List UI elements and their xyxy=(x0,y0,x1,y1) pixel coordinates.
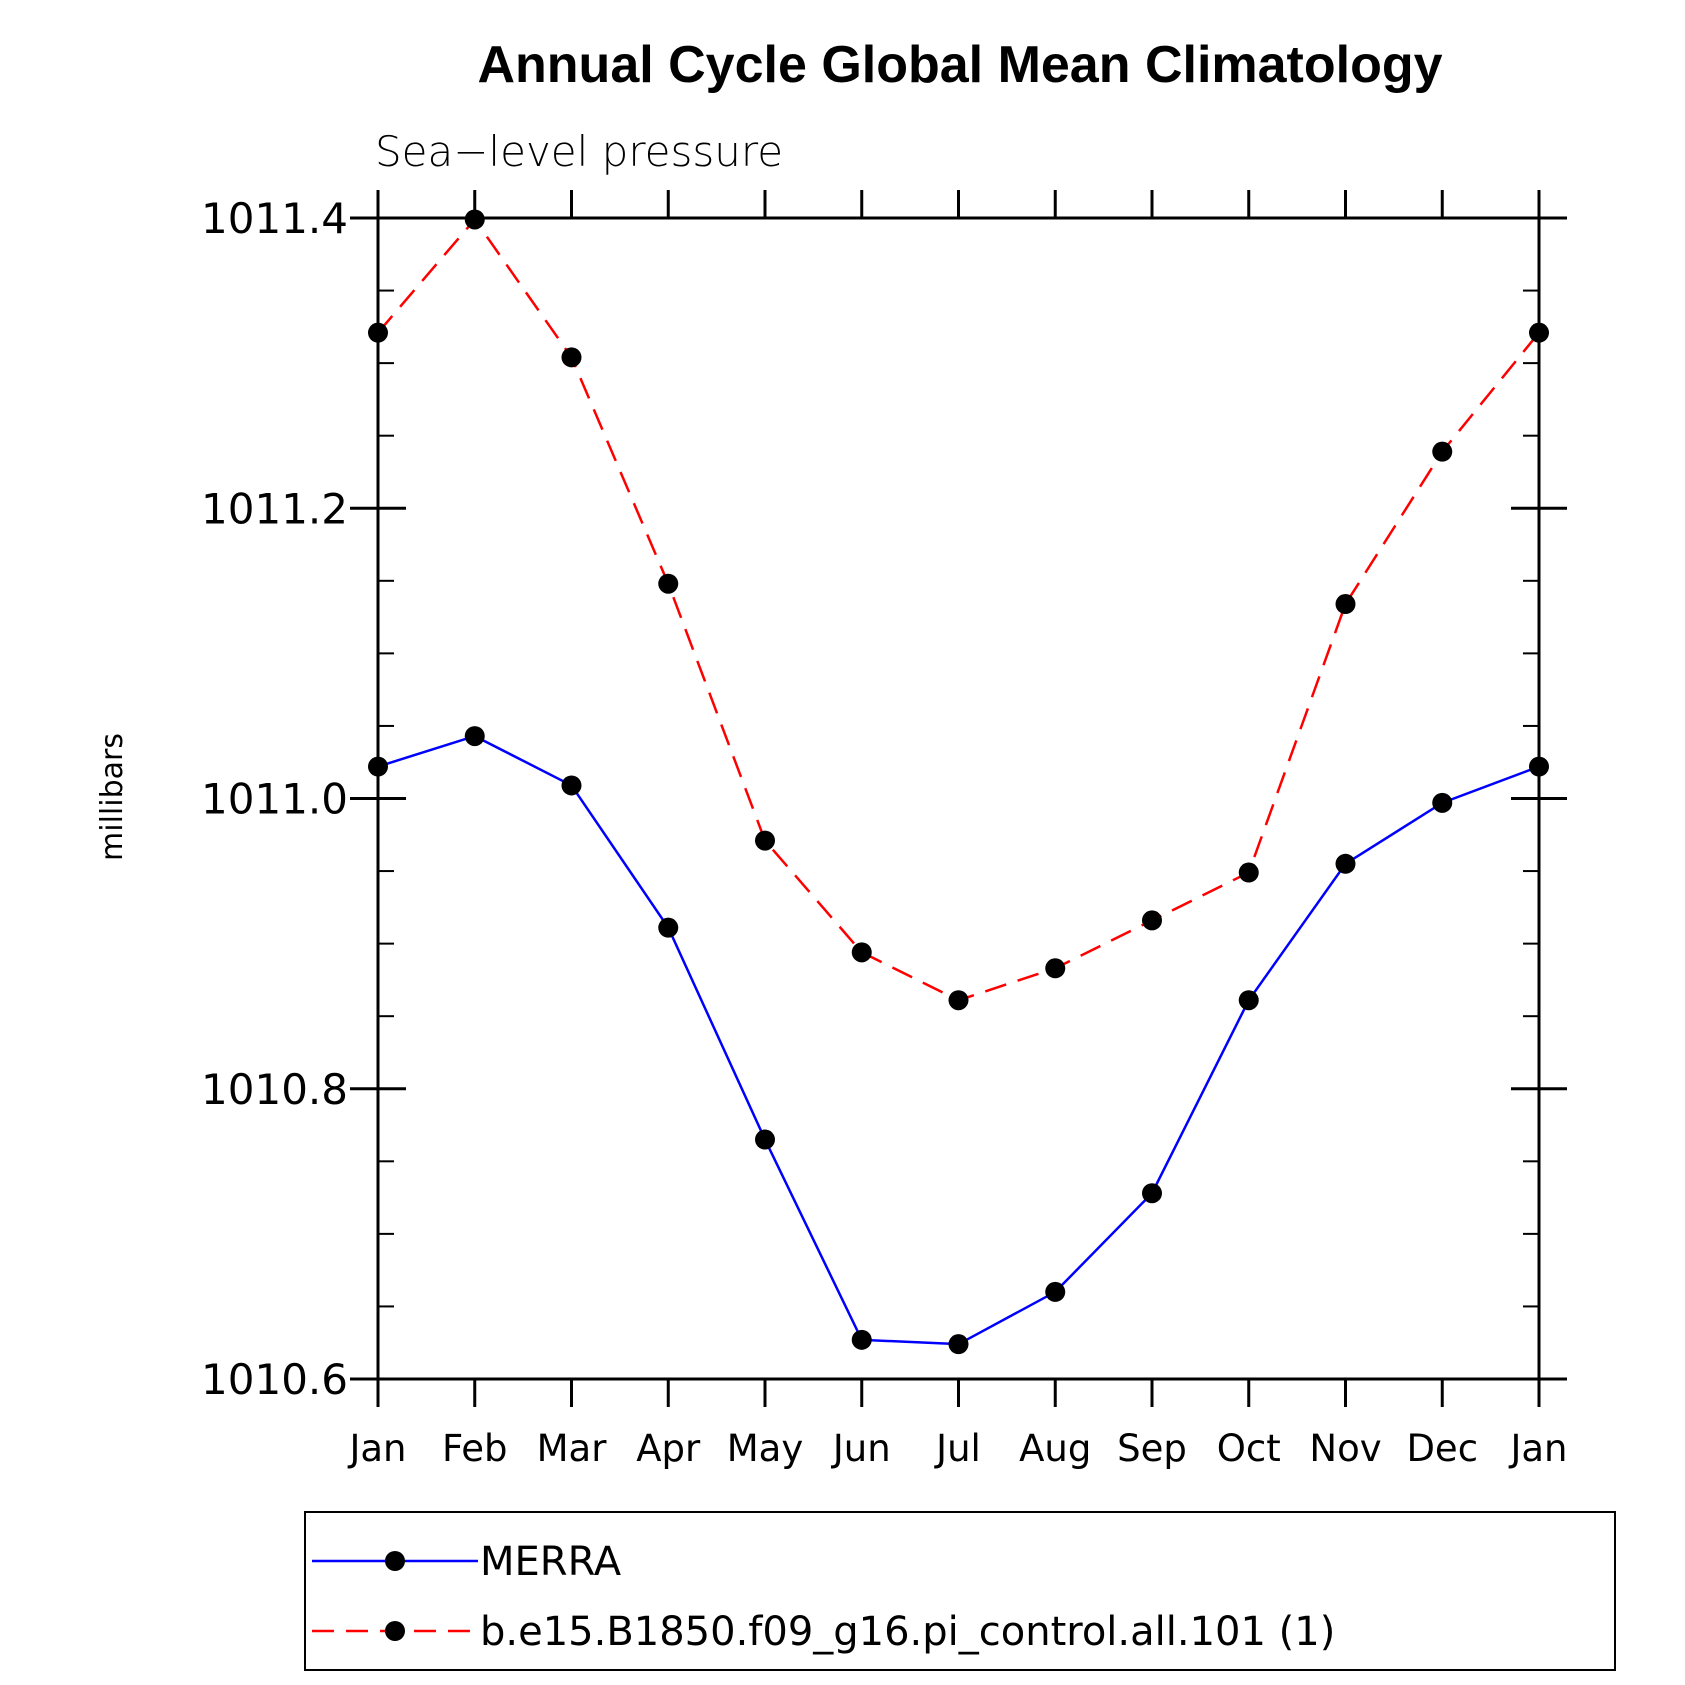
data-point xyxy=(851,1329,872,1350)
x-tick-label: Feb xyxy=(442,1427,508,1470)
data-point xyxy=(1529,756,1549,777)
x-tick-label: Apr xyxy=(636,1427,701,1470)
legend: MERRA b.e15.B1850.f09_g16.pi_control.all.… xyxy=(304,1511,1616,1671)
data-point xyxy=(1335,853,1356,874)
series-line xyxy=(377,734,1540,1346)
data-point xyxy=(851,942,872,963)
x-tick-label: Jan xyxy=(1508,1427,1567,1470)
x-tick-label: Dec xyxy=(1406,1427,1478,1470)
data-point xyxy=(1045,1281,1066,1302)
legend-label: b.e15.B1850.f09_g16.pi_control.all.101 (… xyxy=(480,1609,1335,1655)
legend-marker xyxy=(385,1551,405,1571)
series-line xyxy=(377,217,1540,1002)
data-point xyxy=(1238,990,1259,1011)
x-tick-label: Jul xyxy=(934,1427,981,1470)
series-layer xyxy=(368,209,1549,1355)
legend-label: MERRA xyxy=(480,1539,622,1585)
x-tick-label: Sep xyxy=(1117,1427,1187,1470)
data-point xyxy=(1238,862,1259,883)
data-point xyxy=(464,726,485,747)
legend-box xyxy=(304,1511,1616,1671)
data-point xyxy=(561,347,582,368)
y-tick-label: 1010.8 xyxy=(201,1065,348,1114)
x-tick-label: Jun xyxy=(831,1427,891,1470)
y-tick-label: 1011.0 xyxy=(201,775,348,824)
x-tick-label: Mar xyxy=(537,1427,608,1470)
data-point xyxy=(1142,1183,1162,1204)
data-point xyxy=(1432,441,1453,462)
x-tick-label: Nov xyxy=(1309,1427,1381,1470)
chart-title: Annual Cycle Global Mean Climatology xyxy=(477,36,1442,94)
plot-frame xyxy=(376,216,1541,1381)
data-point xyxy=(561,775,582,796)
data-point xyxy=(1045,958,1066,979)
data-point xyxy=(755,1129,775,1150)
data-point xyxy=(658,917,679,938)
x-tick-label: Jan xyxy=(347,1427,406,1470)
data-point xyxy=(1432,792,1453,813)
x-tick-label: Oct xyxy=(1217,1427,1281,1470)
axis-ticks: Jan Feb Mar Apr May Jun Jul Aug Sep Oct Nov Dec Jan 1… xyxy=(201,190,1568,1470)
legend-marker xyxy=(385,1621,405,1641)
x-tick-label: Aug xyxy=(1019,1427,1091,1470)
data-point xyxy=(368,322,388,343)
series-1 xyxy=(368,209,1549,1011)
data-point xyxy=(368,756,388,777)
data-point xyxy=(755,830,775,851)
data-point xyxy=(948,1334,969,1355)
y-tick-label: 1011.2 xyxy=(201,484,348,533)
chart-subtitle: Sea−level pressure xyxy=(375,127,783,176)
x-tick-label: May xyxy=(727,1427,804,1470)
y-tick-label: 1010.6 xyxy=(201,1355,348,1404)
y-axis-label: millibars xyxy=(95,733,130,861)
data-point xyxy=(948,990,969,1011)
data-point xyxy=(658,573,679,594)
y-tick-label: 1011.4 xyxy=(201,194,348,243)
data-point xyxy=(1529,322,1549,343)
data-point xyxy=(464,209,485,230)
data-point xyxy=(1335,594,1356,615)
data-point xyxy=(1142,910,1162,931)
series-0 xyxy=(368,726,1549,1355)
